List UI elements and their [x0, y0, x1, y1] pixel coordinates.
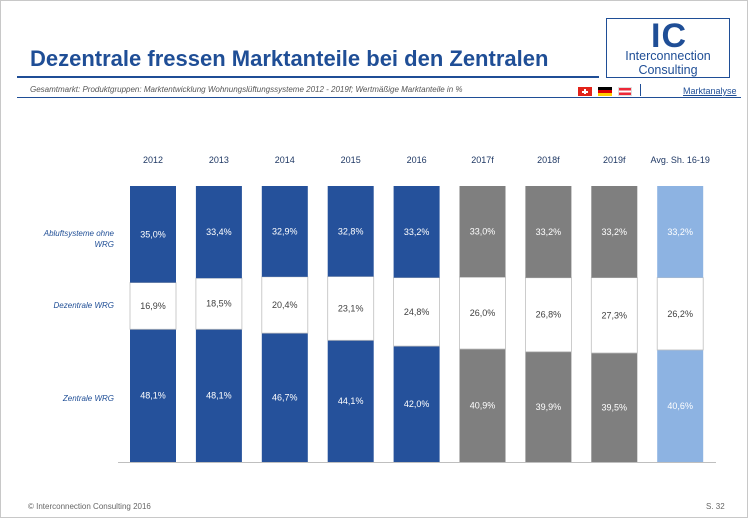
data-label-dezentrale: 16,9% [140, 301, 166, 311]
bar-segment-abluft [591, 186, 638, 278]
data-label-dezentrale: 27,3% [602, 310, 628, 320]
row-label-abluft-line2: WRG [94, 240, 114, 249]
category-label: 2015 [341, 155, 361, 165]
logo-mark: IC [651, 17, 687, 55]
bar-segment-dezentrale [525, 277, 572, 353]
bar-segment-abluft [261, 186, 308, 277]
bar-segment-dezentrale [261, 276, 309, 334]
company-logo: IC Interconnection Consulting [606, 17, 730, 78]
bar-segment-zentrale [591, 352, 638, 462]
row-label-zentrale: Zentrale WRG [62, 394, 114, 403]
data-label-abluft: 33,2% [667, 227, 693, 237]
data-label-zentrale: 48,1% [140, 391, 166, 401]
section-label: Marktanalyse [683, 86, 737, 96]
bar-segment-abluft [657, 186, 704, 278]
flag-de-icon [598, 87, 612, 96]
category-label: 2019f [603, 155, 626, 165]
bar-segment-zentrale [261, 333, 308, 462]
category-label: 2017f [471, 155, 494, 165]
title-underline [17, 76, 599, 78]
bar-segment-abluft [393, 186, 440, 278]
subtitle-rule [17, 97, 741, 98]
data-label-dezentrale: 18,5% [206, 299, 232, 309]
data-label-abluft: 33,2% [602, 227, 628, 237]
data-label-dezentrale: 26,0% [470, 308, 496, 318]
bar-segment-abluft [195, 186, 242, 279]
data-label-abluft: 32,9% [272, 226, 298, 236]
bar-segment-dezentrale [195, 277, 243, 330]
bar-segment-zentrale [393, 346, 440, 462]
flag-ch-icon [578, 87, 592, 96]
data-label-dezentrale: 24,8% [404, 307, 430, 317]
row-label-abluft-line1: Abluftsysteme ohne [43, 229, 114, 238]
bar-segment-zentrale [525, 351, 572, 462]
category-label: 2018f [537, 155, 560, 165]
data-label-zentrale: 48,1% [206, 391, 232, 401]
category-label: 2014 [275, 155, 295, 165]
data-label-dezentrale: 26,8% [536, 310, 562, 320]
data-label-abluft: 35,0% [140, 229, 166, 239]
bar-segment-abluft [459, 186, 506, 278]
category-label: 2013 [209, 155, 229, 165]
data-label-zentrale: 39,5% [602, 402, 628, 412]
data-label-abluft: 32,8% [338, 226, 364, 236]
data-label-zentrale: 46,7% [272, 393, 298, 403]
data-label-dezentrale: 26,2% [667, 309, 693, 319]
slide-title: Dezentrale fressen Marktanteile bei den … [30, 46, 549, 71]
category-label: 2012 [143, 155, 163, 165]
data-label-zentrale: 40,9% [470, 401, 496, 411]
row-label-abluft: Abluftsysteme ohne WRG [14, 228, 114, 250]
data-label-abluft: 33,2% [536, 227, 562, 237]
bar-segment-dezentrale [656, 277, 704, 351]
data-label-abluft: 33,4% [206, 227, 232, 237]
data-label-zentrale: 39,9% [536, 402, 562, 412]
bar-segment-dezentrale [590, 277, 638, 354]
logo-line-2: Consulting [638, 63, 698, 77]
data-label-abluft: 33,0% [470, 227, 496, 237]
row-label-dezentrale: Dezentrale WRG [53, 301, 114, 310]
bar-segment-zentrale [130, 329, 176, 462]
data-label-zentrale: 44,1% [338, 396, 364, 406]
bar-segment-zentrale [195, 329, 242, 462]
data-label-dezentrale: 20,4% [272, 300, 298, 310]
logo-line-1: Interconnection [625, 49, 711, 63]
category-label: 2016 [407, 155, 427, 165]
bar-segment-zentrale [657, 349, 704, 462]
data-label-abluft: 33,2% [404, 227, 430, 237]
data-label-dezentrale: 23,1% [338, 303, 364, 313]
data-label-zentrale: 40,6% [667, 401, 693, 411]
bar-segment-dezentrale [459, 276, 506, 350]
bar-segment-abluft [525, 186, 572, 278]
bar-segment-zentrale [327, 340, 374, 462]
bar-segment-abluft [327, 186, 374, 277]
category-label: Avg. Sh. 16-19 [651, 155, 710, 165]
data-label-zentrale: 42,0% [404, 399, 430, 409]
copyright-footer: © Interconnection Consulting 2016 [28, 502, 151, 511]
flag-at-icon [618, 87, 632, 96]
bar-segment-zentrale [459, 349, 506, 462]
bar-segment-dezentrale [327, 276, 375, 341]
section-divider [640, 84, 641, 96]
page-number: S. 32 [706, 502, 725, 511]
slide-subtitle: Gesamtmarkt: Produktgruppen: Marktentwic… [30, 85, 463, 94]
bar-segment-abluft [130, 186, 176, 283]
